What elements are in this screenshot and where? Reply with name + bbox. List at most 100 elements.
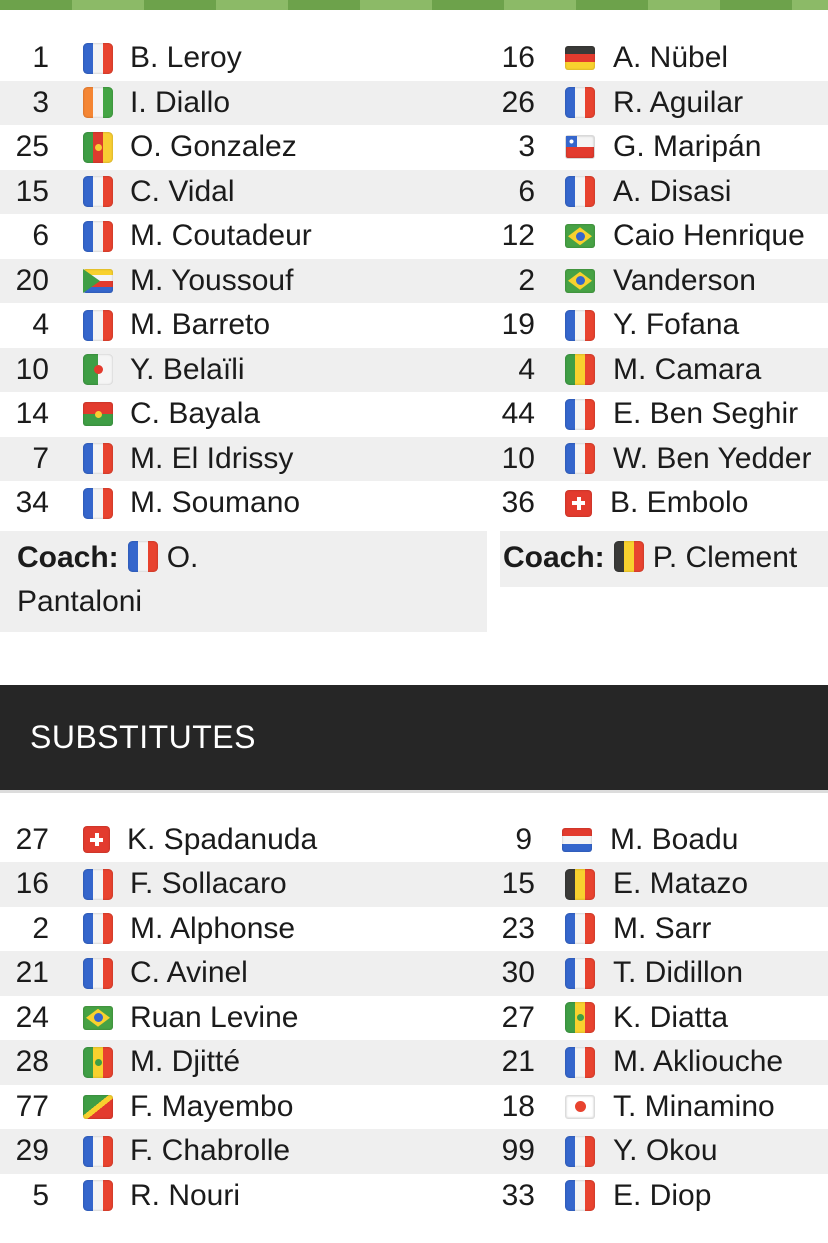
home-player-name[interactable]: Ruan Levine	[130, 1000, 299, 1034]
home-player-number: 7	[32, 441, 49, 475]
away-country-flag-icon	[565, 957, 595, 989]
away-country-flag-icon	[565, 913, 595, 945]
home-player-name[interactable]: O. Gonzalez	[130, 130, 297, 163]
home-country-flag-icon	[83, 1094, 113, 1119]
lineup-row: 10 Y. Belaïli 4 M. Camara	[0, 347, 828, 392]
home-player-name[interactable]: F. Chabrolle	[130, 1134, 291, 1167]
away-country-flag-icon	[565, 87, 595, 119]
home-player-number: 2	[32, 911, 49, 945]
away-player-name[interactable]: T. Minamino	[613, 1089, 775, 1123]
away-player-name[interactable]: E. Ben Seghir	[613, 397, 799, 430]
away-player-number: 27	[501, 1000, 535, 1034]
home-coach-name[interactable]: O. Pantaloni	[17, 540, 199, 619]
away-player-number: 36	[501, 486, 535, 519]
home-player-name[interactable]: C. Avinel	[130, 956, 248, 989]
home-country-flag-icon	[83, 913, 113, 945]
home-player-number: 4	[32, 308, 49, 341]
home-player-name[interactable]: R. Nouri	[130, 1178, 241, 1212]
away-player-name[interactable]: E. Matazo	[613, 867, 749, 900]
away-player-number: 23	[501, 911, 535, 945]
home-player-name[interactable]: M. Youssouf	[130, 263, 294, 297]
lineup-row: 24 Ruan Levine 27 K. Diatta	[0, 996, 828, 1041]
home-player-name[interactable]: C. Bayala	[130, 397, 261, 430]
home-player-name[interactable]: M. El Idrissy	[130, 441, 294, 475]
away-country-flag-icon	[562, 827, 592, 852]
home-player-name[interactable]: M. Djitté	[130, 1045, 241, 1078]
home-player-number: 15	[15, 174, 49, 208]
away-country-flag-icon	[565, 268, 595, 293]
away-coach: Coach: P. Clement	[503, 536, 828, 581]
away-player-name[interactable]: Caio Henrique	[613, 219, 805, 252]
home-player-name[interactable]: B. Leroy	[130, 41, 242, 74]
away-player-name[interactable]: M. Boadu	[610, 822, 739, 856]
lineup-row: 4 M. Barreto 19 Y. Fofana	[0, 303, 828, 348]
home-coach: Coach: O. Pantaloni	[17, 536, 262, 625]
away-player-name[interactable]: E. Diop	[613, 1178, 712, 1212]
lineup-row: 34 M. Soumano 36 B. Embolo	[0, 481, 828, 526]
home-player-name[interactable]: I. Diallo	[130, 85, 231, 119]
away-coach-cell: Coach: P. Clement	[500, 530, 828, 587]
away-player-number: 16	[501, 41, 535, 74]
home-player-name[interactable]: C. Vidal	[130, 174, 235, 208]
away-player-name[interactable]: W. Ben Yedder	[613, 441, 812, 475]
away-player-name[interactable]: Y. Okou	[613, 1134, 718, 1167]
home-player-name[interactable]: F. Sollacaro	[130, 867, 287, 900]
lineup-row: 2 M. Alphonse 23 M. Sarr	[0, 907, 828, 952]
substitutes-section: 27 K. Spadanuda 9 M. Boadu 16 F. Sollaca…	[0, 818, 828, 1219]
away-player-number: 10	[501, 441, 535, 475]
home-player-number: 14	[15, 397, 49, 430]
away-country-flag-icon	[565, 1180, 595, 1212]
away-player-number: 4	[518, 352, 535, 386]
away-player-name[interactable]: K. Diatta	[613, 1000, 729, 1034]
home-player-name[interactable]: M. Coutadeur	[130, 219, 312, 252]
lineup-row: 29 F. Chabrolle 99 Y. Okou	[0, 1129, 828, 1174]
lineup-row: 27 K. Spadanuda 9 M. Boadu	[0, 818, 828, 863]
away-player-name[interactable]: M. Camara	[613, 352, 762, 386]
away-player-name[interactable]: B. Embolo	[610, 486, 749, 519]
substitutes-title: SUBSTITUTES	[30, 718, 256, 755]
home-player-number: 34	[15, 486, 49, 519]
home-player-name[interactable]: Y. Belaïli	[130, 352, 245, 386]
lineup-row: 21 C. Avinel 30 T. Didillon	[0, 951, 828, 996]
away-player-number: 26	[501, 85, 535, 119]
home-country-flag-icon	[83, 487, 113, 519]
home-player-name[interactable]: K. Spadanuda	[127, 822, 318, 856]
lineup-row: 15 C. Vidal 6 A. Disasi	[0, 169, 828, 214]
away-player-number: 19	[501, 308, 535, 341]
lineup-row: 1 B. Leroy 16 A. Nübel	[0, 36, 828, 81]
home-player-number: 5	[32, 1178, 49, 1212]
home-player-name[interactable]: M. Alphonse	[130, 911, 296, 945]
home-player-number: 77	[15, 1089, 49, 1123]
away-player-name[interactable]: Y. Fofana	[613, 308, 740, 341]
away-player-name[interactable]: R. Aguilar	[613, 85, 744, 119]
away-country-flag-icon	[565, 489, 592, 517]
away-player-name[interactable]: M. Akliouche	[613, 1045, 784, 1078]
home-player-name[interactable]: F. Mayembo	[130, 1089, 294, 1123]
away-player-name[interactable]: M. Sarr	[613, 911, 712, 945]
lineup-row: 14 C. Bayala 44 E. Ben Seghir	[0, 392, 828, 437]
away-player-name[interactable]: G. Maripán	[613, 130, 762, 163]
home-player-name[interactable]: M. Barreto	[130, 308, 271, 341]
home-country-flag-icon	[83, 309, 113, 341]
away-player-number: 9	[515, 822, 532, 856]
home-player-number: 20	[15, 263, 49, 297]
home-country-flag-icon	[83, 42, 113, 74]
away-player-name[interactable]: Vanderson	[613, 263, 756, 297]
away-player-name[interactable]: A. Nübel	[613, 41, 729, 74]
away-country-flag-icon	[565, 309, 595, 341]
coach-label: Coach:	[503, 540, 605, 574]
home-country-flag-icon	[83, 868, 113, 900]
away-player-number: 18	[501, 1089, 535, 1123]
home-country-flag-icon	[83, 1046, 113, 1078]
away-player-name[interactable]: A. Disasi	[613, 174, 732, 208]
away-country-flag-icon	[565, 135, 595, 160]
home-player-name[interactable]: M. Soumano	[130, 486, 301, 519]
away-player-name[interactable]: T. Didillon	[613, 956, 744, 989]
home-coach-cell: Coach: O. Pantaloni	[0, 530, 487, 632]
away-country-flag-icon	[565, 398, 595, 430]
home-player-number: 21	[15, 956, 49, 989]
away-coach-name[interactable]: P. Clement	[652, 540, 798, 574]
away-country-flag-icon	[565, 1046, 595, 1078]
lineup-row: 25 O. Gonzalez 3 G. Maripán	[0, 125, 828, 170]
away-player-number: 15	[501, 867, 535, 900]
